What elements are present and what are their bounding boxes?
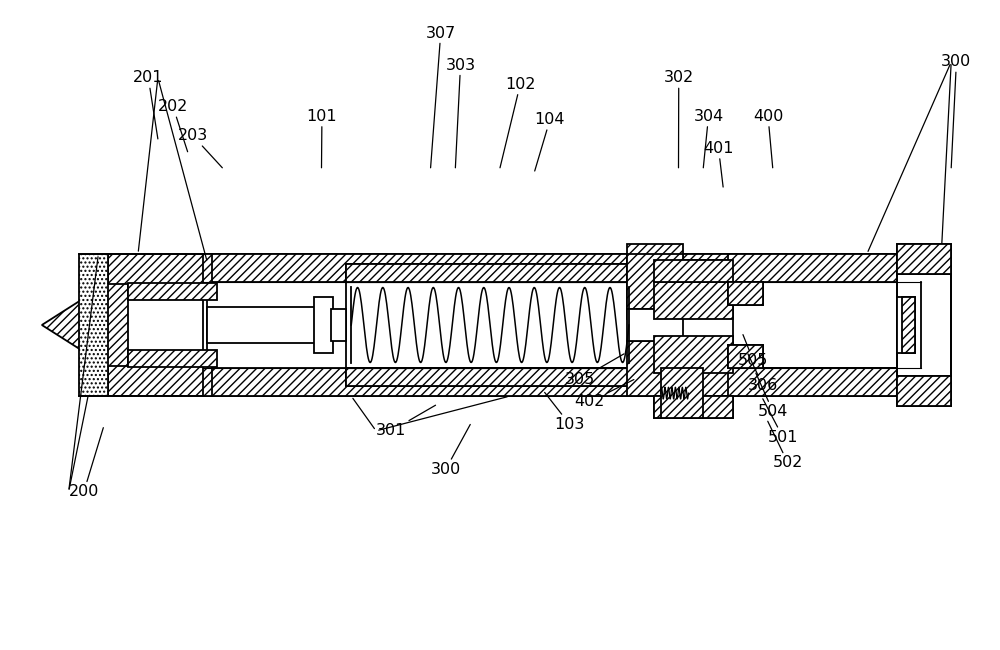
Bar: [897, 297, 915, 353]
Text: 300: 300: [941, 55, 972, 168]
Text: 305: 305: [564, 354, 624, 387]
Bar: [654, 260, 733, 281]
Bar: [654, 396, 733, 418]
Bar: [108, 254, 212, 283]
Text: 200: 200: [69, 428, 103, 499]
Bar: [728, 369, 921, 396]
Bar: [728, 344, 763, 369]
Bar: [654, 281, 733, 319]
Text: 302: 302: [664, 70, 694, 168]
Bar: [728, 344, 763, 369]
Text: 304: 304: [693, 109, 724, 168]
Bar: [346, 264, 634, 386]
Bar: [203, 254, 921, 281]
Bar: [346, 264, 634, 281]
Bar: [79, 254, 108, 396]
Text: 101: 101: [307, 109, 337, 168]
Text: 307: 307: [426, 25, 456, 168]
Text: 505: 505: [738, 335, 768, 368]
Bar: [128, 283, 217, 300]
Text: 202: 202: [158, 99, 188, 151]
Bar: [897, 244, 951, 274]
Bar: [654, 260, 733, 418]
Text: 301: 301: [376, 405, 436, 438]
Text: 102: 102: [500, 77, 535, 168]
Bar: [728, 281, 763, 306]
Bar: [346, 369, 634, 386]
Bar: [627, 309, 683, 341]
Bar: [728, 281, 763, 306]
Bar: [314, 297, 333, 353]
Bar: [203, 369, 921, 396]
Text: 402: 402: [574, 380, 634, 410]
Text: 502: 502: [768, 421, 803, 471]
Bar: [128, 350, 217, 367]
Bar: [128, 283, 207, 367]
Text: 103: 103: [545, 393, 585, 432]
Text: 203: 203: [178, 128, 222, 168]
Bar: [897, 244, 951, 406]
Bar: [108, 367, 212, 396]
Text: 104: 104: [535, 112, 565, 171]
Text: 306: 306: [748, 354, 778, 393]
Text: 300: 300: [431, 424, 470, 477]
Text: 303: 303: [445, 58, 476, 168]
Text: 501: 501: [763, 399, 798, 445]
Polygon shape: [42, 264, 138, 386]
Bar: [897, 274, 951, 376]
Bar: [654, 336, 733, 373]
Bar: [897, 376, 951, 406]
Text: 201: 201: [133, 70, 164, 139]
Bar: [728, 254, 921, 281]
Text: 400: 400: [753, 109, 783, 168]
Bar: [902, 297, 915, 353]
Bar: [627, 244, 683, 319]
Bar: [203, 254, 921, 396]
Text: 401: 401: [703, 141, 734, 187]
Bar: [207, 307, 317, 343]
Bar: [331, 309, 346, 341]
Text: 504: 504: [756, 373, 788, 419]
Bar: [661, 369, 703, 418]
Bar: [627, 341, 683, 396]
Bar: [627, 254, 683, 309]
